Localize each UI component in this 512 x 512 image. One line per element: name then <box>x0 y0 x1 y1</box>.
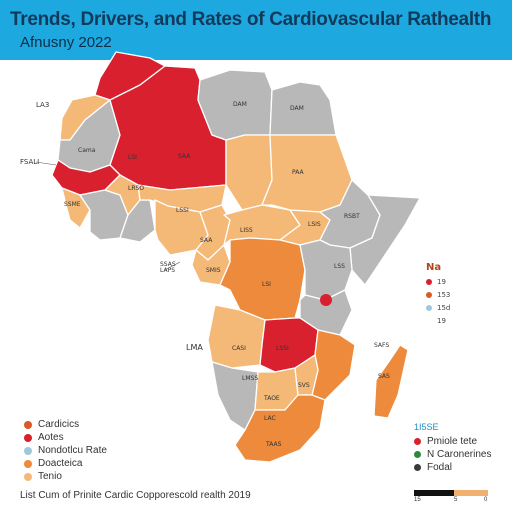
map-label: LMSS <box>242 375 258 382</box>
map-label: SAA <box>200 237 213 244</box>
page-title: Trends, Drivers, and Rates of Cardiovasc… <box>10 9 492 30</box>
legend-main: Cardicics Aotes Nondotlcu Rate Doacteica Ten… <box>24 418 107 483</box>
map-label: SSME <box>64 201 81 208</box>
side-label: LA3 <box>36 101 50 109</box>
map-label: LAPS <box>160 267 175 274</box>
region-zimbabwe[interactable] <box>294 354 319 396</box>
map-label: LISS <box>240 227 253 234</box>
legend-swatch <box>24 472 32 481</box>
map-label: LSI <box>128 154 137 161</box>
legend-label: Nondotlcu Rate <box>38 445 107 456</box>
header-bar <box>0 0 512 60</box>
legend-swatch <box>426 291 432 298</box>
map-label: TAAS <box>265 441 282 448</box>
map-label: SMIS <box>206 267 221 274</box>
map-label: SAFS <box>374 342 389 349</box>
legend-right-title: Na <box>426 262 442 273</box>
legend-item: Fodal <box>414 461 491 474</box>
legend-swatch <box>24 446 32 455</box>
legend-bottom-title: 1I5SE <box>414 422 439 432</box>
legend-item: Pmiole tete <box>414 435 491 448</box>
region-madagascar[interactable] <box>373 344 409 419</box>
legend-item: 15d <box>426 301 450 314</box>
legend-bottom-right: 1I5SE Pmiole tete N Caronerines Fodal <box>414 422 491 474</box>
region-sudan[interactable] <box>261 134 353 213</box>
footnote: List Cum of Prinite Cardic Copporescold … <box>20 490 251 501</box>
map-label: SVS <box>298 382 310 389</box>
page-subtitle: Afnusny 2022 <box>20 34 112 51</box>
legend-label: Fodal <box>427 462 453 473</box>
legend-label: Doacteica <box>38 458 83 469</box>
legend-label: 15d <box>437 303 451 312</box>
map-label: DAM <box>290 105 304 112</box>
scale-label: 0 <box>484 497 488 503</box>
legend-label: 19 <box>437 316 446 325</box>
legend-label: Tenio <box>38 471 62 482</box>
region-mozambique[interactable] <box>311 329 356 401</box>
map-label: LSIS <box>308 221 321 228</box>
legend-swatch <box>414 464 421 471</box>
scale-label: 5 <box>454 497 458 503</box>
map-label: RSBT <box>344 213 360 220</box>
map-label: SSAS <box>160 261 176 268</box>
side-label: LMA <box>186 343 203 352</box>
legend-item: 19 <box>426 275 450 288</box>
map-label: LSI <box>262 281 271 288</box>
map-label: LSSI <box>276 345 289 352</box>
legend-swatch <box>24 420 32 429</box>
map-label: SAS <box>378 373 390 380</box>
legend-label: 19 <box>437 277 446 286</box>
region-south-africa[interactable] <box>234 394 326 463</box>
legend-swatch <box>426 318 432 324</box>
legend-swatch <box>426 278 432 285</box>
scale-bar: 15 5 0 <box>414 486 492 504</box>
legend-label: Pmiole tete <box>427 436 478 447</box>
legend-label: N Caronerines <box>427 449 492 460</box>
map-label: LSS <box>334 263 345 270</box>
region-east-lakes[interactable] <box>299 239 353 301</box>
legend-swatch <box>24 459 32 468</box>
scale-label: 15 <box>414 497 421 503</box>
legend-swatch <box>24 433 32 442</box>
legend-label: 153 <box>437 290 451 299</box>
map-label: CASI <box>232 345 246 352</box>
map-label: Cama <box>78 147 96 154</box>
hotspot-marker[interactable] <box>320 294 332 306</box>
map-label: LSSI <box>176 207 189 214</box>
side-label: FSALI <box>20 158 40 166</box>
map-label: TAOE <box>263 395 280 402</box>
legend-swatch <box>426 304 432 311</box>
region-somalia[interactable] <box>349 194 421 286</box>
map-label: LAC <box>264 415 276 422</box>
legend-item: Doacteica <box>24 457 107 470</box>
legend-item: Cardicics <box>24 418 107 431</box>
map-label: DAM <box>233 101 247 108</box>
map-label: SAA <box>178 153 191 160</box>
region-drc[interactable] <box>219 237 306 321</box>
map-label: PAA <box>292 169 305 176</box>
legend-right: Na 19 153 15d 19 <box>426 262 450 327</box>
legend-label: Cardicics <box>38 419 80 430</box>
legend-swatch <box>414 451 421 458</box>
legend-item: N Caronerines <box>414 448 491 461</box>
map-label: LRSO <box>128 185 144 192</box>
legend-label: Aotes <box>38 432 64 443</box>
legend-item: Aotes <box>24 431 107 444</box>
legend-item: 19 <box>426 314 450 327</box>
legend-swatch <box>414 438 421 445</box>
legend-item: 153 <box>426 288 450 301</box>
legend-item: Tenio <box>24 470 107 483</box>
legend-item: Nondotlcu Rate <box>24 444 107 457</box>
